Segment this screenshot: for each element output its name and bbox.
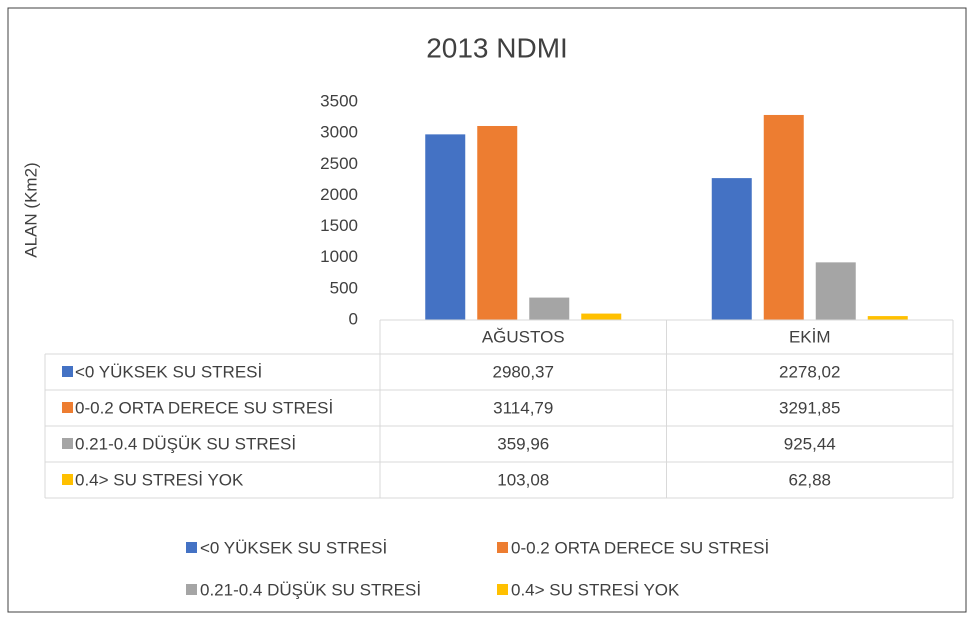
bar bbox=[815, 262, 856, 320]
y-tick-label: 2500 bbox=[320, 154, 358, 173]
bar bbox=[425, 134, 466, 320]
y-axis-title: ALAN (Km2) bbox=[21, 162, 40, 257]
bar bbox=[711, 178, 752, 320]
legend-key bbox=[497, 584, 508, 595]
legend-label: <0 YÜKSEK SU STRESİ bbox=[200, 538, 387, 557]
table-series-name: 0-0.2 ORTA DERECE SU STRESİ bbox=[75, 398, 333, 417]
bar bbox=[529, 297, 570, 320]
table-series-name: 0.21-0.4 DÜŞÜK SU STRESİ bbox=[75, 434, 296, 453]
x-tick-label: EKİM bbox=[789, 327, 831, 346]
table-value: 2980,37 bbox=[493, 362, 554, 381]
legend-key bbox=[62, 438, 73, 449]
y-tick-label: 500 bbox=[330, 278, 358, 297]
table-value: 2278,02 bbox=[779, 362, 840, 381]
table-value: 925,44 bbox=[784, 434, 836, 453]
y-tick-label: 2000 bbox=[320, 185, 358, 204]
legend-key bbox=[62, 366, 73, 377]
table-value: 103,08 bbox=[497, 470, 549, 489]
y-tick-label: 3000 bbox=[320, 123, 358, 142]
legend-key bbox=[62, 474, 73, 485]
table-value: 3291,85 bbox=[779, 398, 840, 417]
bar bbox=[581, 313, 622, 320]
y-tick-label: 1500 bbox=[320, 216, 358, 235]
legend-label: 0-0.2 ORTA DERECE SU STRESİ bbox=[511, 538, 769, 557]
table-value: 359,96 bbox=[497, 434, 549, 453]
chart-title: 2013 NDMI bbox=[426, 32, 568, 63]
bar bbox=[867, 316, 908, 320]
legend-label: 0.21-0.4 DÜŞÜK SU STRESİ bbox=[200, 580, 421, 599]
table-value: 3114,79 bbox=[493, 398, 553, 417]
table-series-name: <0 YÜKSEK SU STRESİ bbox=[75, 362, 262, 381]
y-tick-label: 1000 bbox=[320, 247, 358, 266]
legend-key bbox=[186, 542, 197, 553]
legend-key bbox=[497, 542, 508, 553]
legend-label: 0.4> SU STRESİ YOK bbox=[511, 580, 680, 599]
y-tick-label: 3500 bbox=[320, 91, 358, 110]
bar bbox=[763, 114, 804, 320]
table-series-name: 0.4> SU STRESİ YOK bbox=[75, 470, 244, 489]
legend-key bbox=[186, 584, 197, 595]
bar bbox=[477, 125, 518, 321]
y-tick-label: 0 bbox=[349, 309, 358, 328]
x-tick-label: AĞUSTOS bbox=[482, 327, 565, 346]
table-value: 62,88 bbox=[788, 470, 831, 489]
legend-key bbox=[62, 402, 73, 413]
